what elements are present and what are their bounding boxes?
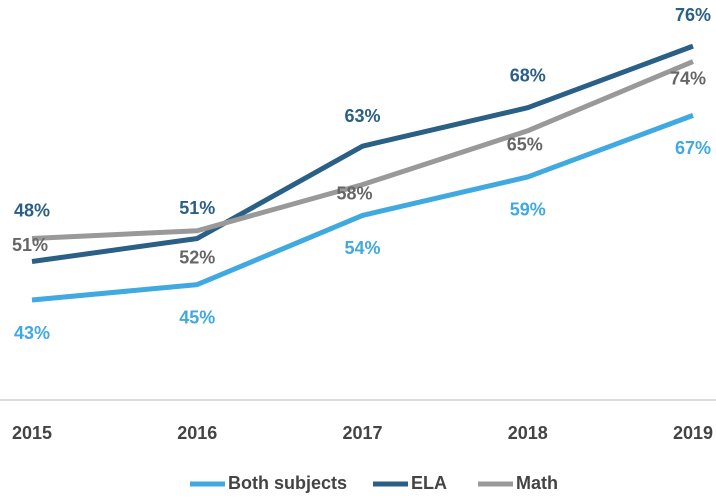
data-label: 48%: [14, 200, 50, 220]
data-label: 43%: [14, 323, 50, 343]
data-label: 59%: [510, 200, 546, 220]
data-label: 51%: [179, 198, 215, 218]
x-tick-label: 2015: [12, 423, 52, 443]
data-label: 52%: [179, 248, 215, 268]
data-label: 58%: [336, 183, 372, 203]
x-tick-label: 2017: [342, 423, 382, 443]
data-label: 54%: [344, 238, 380, 258]
data-label: 76%: [675, 5, 711, 25]
data-label: 51%: [12, 235, 48, 255]
data-label: 74%: [670, 68, 706, 88]
x-tick-label: 2018: [508, 423, 548, 443]
x-tick-label: 2016: [177, 423, 217, 443]
data-label: 67%: [675, 138, 711, 158]
data-label: 63%: [344, 106, 380, 126]
line-series: [31, 43, 694, 265]
line-series: [31, 59, 694, 241]
x-tick-label: 2019: [673, 423, 713, 443]
legend-label: ELA: [411, 473, 447, 493]
legend-label: Math: [516, 473, 558, 493]
line-series: [31, 113, 694, 303]
data-label: 65%: [507, 135, 543, 155]
data-label: 45%: [179, 307, 215, 327]
legend-label: Both subjects: [228, 473, 347, 493]
data-label: 68%: [510, 65, 546, 85]
